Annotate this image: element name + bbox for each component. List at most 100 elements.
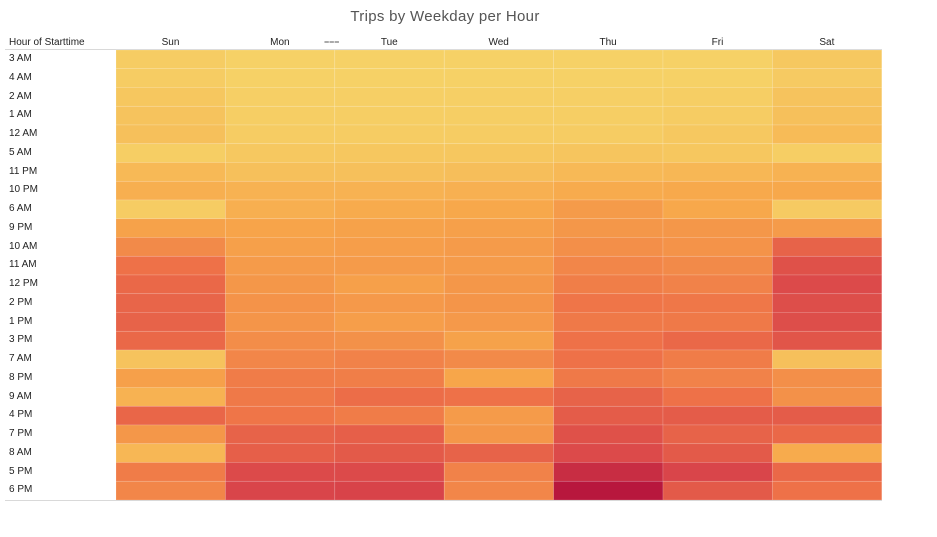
heatmap-cell[interactable] [334, 405, 445, 426]
heatmap-cell[interactable] [553, 368, 664, 388]
heatmap-cell[interactable] [225, 387, 336, 407]
heatmap-cell[interactable] [334, 312, 445, 332]
heatmap-cell[interactable] [662, 105, 773, 126]
heatmap-cell[interactable] [115, 49, 226, 70]
heatmap-cell[interactable] [225, 405, 336, 426]
heatmap-cell[interactable] [443, 199, 554, 220]
heatmap-cell[interactable] [334, 162, 445, 182]
heatmap-cell[interactable] [334, 49, 445, 70]
heatmap-cell[interactable] [225, 293, 336, 313]
heatmap-cell[interactable] [553, 49, 664, 70]
heatmap-cell[interactable] [772, 218, 883, 238]
heatmap-cell[interactable] [553, 68, 664, 88]
heatmap-cell[interactable] [334, 68, 445, 88]
heatmap-cell[interactable] [334, 237, 445, 257]
heatmap-cell[interactable] [334, 180, 445, 201]
heatmap-cell[interactable] [443, 143, 554, 163]
heatmap-cell[interactable] [334, 330, 445, 351]
heatmap-cell[interactable] [115, 293, 226, 313]
heatmap-cell[interactable] [772, 143, 883, 163]
heatmap-cell[interactable] [115, 162, 226, 182]
heatmap-cell[interactable] [334, 124, 445, 145]
heatmap-cell[interactable] [443, 124, 554, 145]
heatmap-cell[interactable] [772, 330, 883, 351]
heatmap-cell[interactable] [225, 462, 336, 482]
heatmap-cell[interactable] [772, 349, 883, 370]
heatmap-cell[interactable] [443, 405, 554, 426]
heatmap-cell[interactable] [553, 424, 664, 445]
heatmap-cell[interactable] [662, 218, 773, 238]
heatmap-cell[interactable] [553, 330, 664, 351]
heatmap-cell[interactable] [225, 105, 336, 126]
heatmap-cell[interactable] [334, 387, 445, 407]
heatmap-cell[interactable] [662, 387, 773, 407]
heatmap-cell[interactable] [225, 162, 336, 182]
heatmap-cell[interactable] [115, 368, 226, 388]
heatmap-cell[interactable] [115, 68, 226, 88]
sort-icon[interactable]: ⩶ [324, 36, 340, 46]
heatmap-cell[interactable] [334, 293, 445, 313]
heatmap-cell[interactable] [662, 480, 773, 501]
heatmap-cell[interactable] [115, 105, 226, 126]
heatmap-cell[interactable] [772, 424, 883, 445]
heatmap-cell[interactable] [553, 237, 664, 257]
heatmap-cell[interactable] [334, 218, 445, 238]
heatmap-cell[interactable] [115, 199, 226, 220]
heatmap-cell[interactable] [662, 424, 773, 445]
heatmap-cell[interactable] [443, 368, 554, 388]
heatmap-cell[interactable] [443, 218, 554, 238]
heatmap-cell[interactable] [225, 330, 336, 351]
heatmap-cell[interactable] [443, 274, 554, 295]
heatmap-cell[interactable] [662, 443, 773, 463]
heatmap-cell[interactable] [334, 349, 445, 370]
heatmap-cell[interactable] [115, 312, 226, 332]
heatmap-cell[interactable] [443, 255, 554, 276]
heatmap-cell[interactable] [772, 368, 883, 388]
heatmap-cell[interactable] [443, 105, 554, 126]
heatmap-cell[interactable] [115, 405, 226, 426]
heatmap-cell[interactable] [115, 255, 226, 276]
heatmap-cell[interactable] [443, 312, 554, 332]
heatmap-cell[interactable] [772, 312, 883, 332]
heatmap-cell[interactable] [772, 199, 883, 220]
heatmap-cell[interactable] [772, 293, 883, 313]
heatmap-cell[interactable] [772, 87, 883, 107]
heatmap-cell[interactable] [662, 330, 773, 351]
heatmap-cell[interactable] [443, 462, 554, 482]
heatmap-cell[interactable] [115, 443, 226, 463]
heatmap-cell[interactable] [115, 180, 226, 201]
heatmap-cell[interactable] [443, 87, 554, 107]
heatmap-cell[interactable] [115, 387, 226, 407]
heatmap-cell[interactable] [443, 237, 554, 257]
heatmap-cell[interactable] [225, 255, 336, 276]
heatmap-cell[interactable] [553, 255, 664, 276]
heatmap-cell[interactable] [225, 312, 336, 332]
heatmap-cell[interactable] [662, 180, 773, 201]
heatmap-cell[interactable] [115, 424, 226, 445]
heatmap-cell[interactable] [772, 180, 883, 201]
heatmap-cell[interactable] [553, 218, 664, 238]
heatmap-cell[interactable] [772, 49, 883, 70]
heatmap-cell[interactable] [553, 462, 664, 482]
heatmap-cell[interactable] [225, 218, 336, 238]
heatmap-cell[interactable] [225, 349, 336, 370]
heatmap-cell[interactable] [772, 124, 883, 145]
heatmap-cell[interactable] [115, 143, 226, 163]
heatmap-cell[interactable] [662, 312, 773, 332]
heatmap-cell[interactable] [443, 480, 554, 501]
heatmap-cell[interactable] [334, 443, 445, 463]
heatmap-cell[interactable] [772, 405, 883, 426]
heatmap-cell[interactable] [553, 87, 664, 107]
heatmap-cell[interactable] [225, 49, 336, 70]
heatmap-cell[interactable] [225, 274, 336, 295]
heatmap-cell[interactable] [553, 143, 664, 163]
heatmap-cell[interactable] [662, 405, 773, 426]
heatmap-cell[interactable] [662, 199, 773, 220]
heatmap-cell[interactable] [334, 462, 445, 482]
heatmap-cell[interactable] [553, 180, 664, 201]
heatmap-cell[interactable] [225, 124, 336, 145]
heatmap-cell[interactable] [334, 424, 445, 445]
heatmap-cell[interactable] [553, 387, 664, 407]
heatmap-cell[interactable] [115, 480, 226, 501]
heatmap-cell[interactable] [115, 330, 226, 351]
